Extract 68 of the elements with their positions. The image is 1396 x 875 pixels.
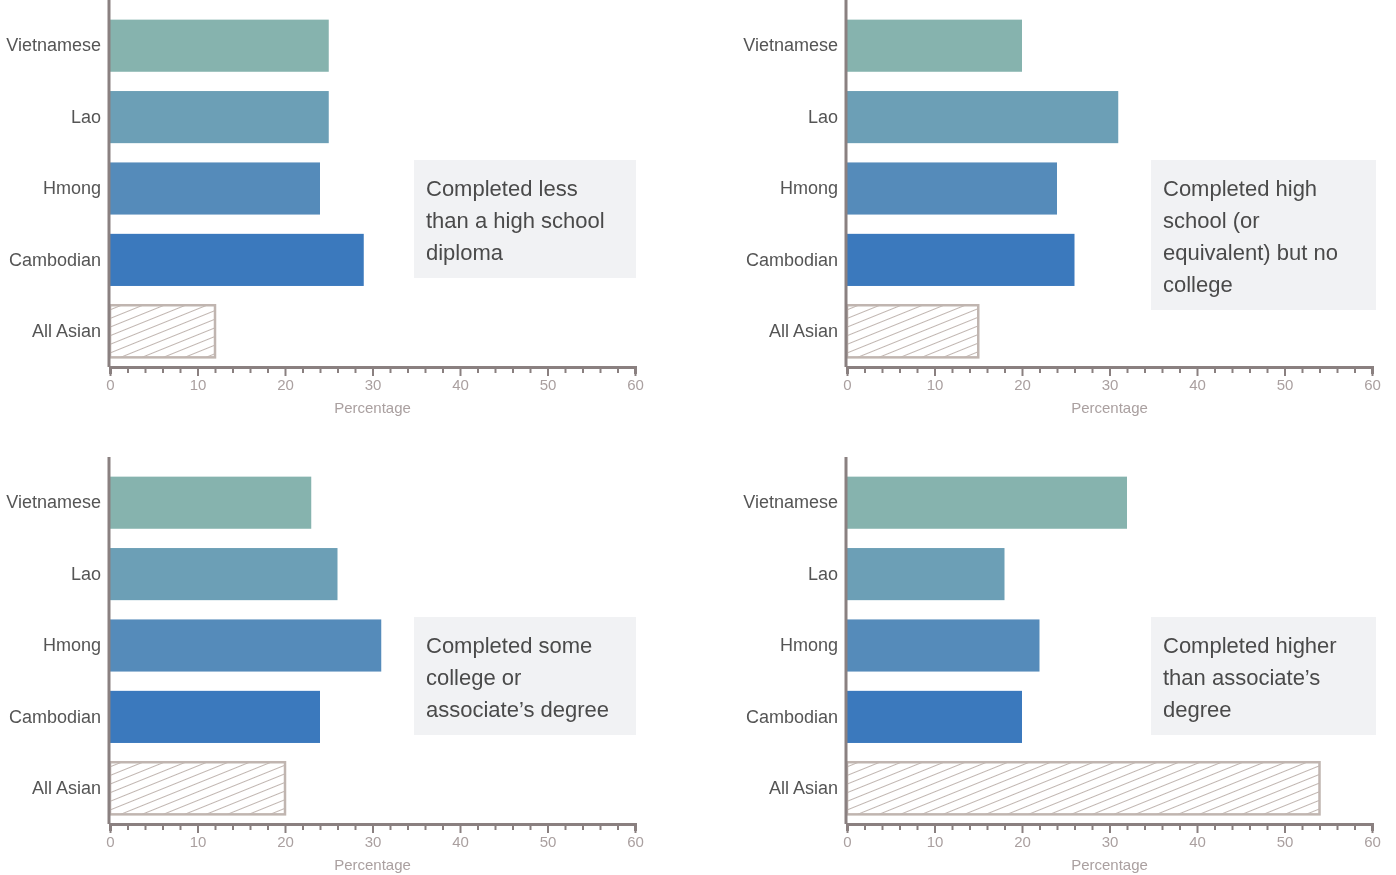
x-tick-label: 60: [1364, 832, 1381, 850]
x-tick-label: 0: [843, 832, 852, 850]
x-tick-label: 50: [1276, 375, 1294, 393]
caption-box: Completed less than a high school diploma: [414, 160, 636, 278]
x-tick-label: 20: [1014, 832, 1031, 850]
bar: [847, 619, 1040, 672]
bar: [847, 162, 1057, 215]
bar: [110, 548, 338, 601]
y-tick-label: Cambodian: [8, 706, 101, 727]
x-tick-label: 50: [539, 375, 557, 393]
y-tick-label: All Asian: [768, 778, 838, 799]
x-tick-label: 50: [1276, 832, 1294, 850]
y-tick-label: Hmong: [42, 635, 101, 656]
x-axis-title: Percentage: [334, 856, 411, 873]
y-tick-label: Hmong: [779, 635, 838, 656]
y-tick-label: Vietnamese: [6, 35, 101, 56]
x-tick-label: 30: [1101, 375, 1119, 393]
x-tick-label: 30: [364, 832, 382, 850]
x-tick-label: 60: [627, 375, 644, 393]
x-axis-title: Percentage: [334, 399, 411, 416]
x-tick-label: 50: [539, 832, 557, 850]
y-tick-label: Lao: [70, 106, 101, 127]
x-tick-label: 10: [926, 375, 944, 393]
caption-box: Completed high school (or equivalent) but no college: [1151, 160, 1376, 310]
x-tick-label: 0: [843, 375, 852, 393]
x-tick-label: 10: [189, 832, 207, 850]
x-tick-label: 40: [452, 375, 469, 393]
x-axis-title: Percentage: [1071, 399, 1148, 416]
y-tick-label: Hmong: [779, 178, 838, 199]
bar: [110, 476, 312, 529]
y-tick-label: Lao: [807, 106, 838, 127]
x-tick-label: 30: [364, 375, 382, 393]
x-tick-label: 60: [1364, 375, 1381, 393]
caption-box: Completed some college or associate’s degree: [414, 617, 636, 735]
x-axis-title: Percentage: [1071, 856, 1148, 873]
bar: [847, 476, 1127, 529]
bar: [110, 619, 382, 672]
y-tick-label: Vietnamese: [6, 492, 101, 513]
y-tick-label: Vietnamese: [743, 492, 838, 513]
y-tick-label: Vietnamese: [743, 35, 838, 56]
x-tick-label: 10: [926, 832, 944, 850]
x-tick-label: 40: [1189, 375, 1206, 393]
bar: [847, 548, 1005, 601]
bar: [847, 233, 1075, 286]
x-tick-label: 30: [1101, 832, 1119, 850]
y-tick-label: Cambodian: [8, 249, 101, 270]
x-tick-label: 20: [1014, 375, 1031, 393]
x-tick-label: 20: [277, 375, 294, 393]
x-tick-label: 0: [106, 375, 115, 393]
x-tick-label: 40: [1189, 832, 1206, 850]
y-tick-label: Cambodian: [745, 706, 838, 727]
y-tick-label: Lao: [807, 563, 838, 584]
x-tick-label: 20: [277, 832, 294, 850]
x-tick-label: 40: [452, 832, 469, 850]
x-tick-label: 10: [189, 375, 207, 393]
y-tick-label: All Asian: [31, 321, 101, 342]
y-tick-label: Cambodian: [745, 249, 838, 270]
bar: [847, 91, 1119, 144]
y-tick-label: All Asian: [31, 778, 101, 799]
y-tick-label: All Asian: [768, 321, 838, 342]
bar: [847, 690, 1022, 743]
bar: [110, 690, 320, 743]
y-tick-label: Lao: [70, 563, 101, 584]
caption-box: Completed higher than associate’s degree: [1151, 617, 1376, 735]
x-tick-label: 0: [106, 832, 115, 850]
x-tick-label: 60: [627, 832, 644, 850]
y-tick-label: Hmong: [42, 178, 101, 199]
bar: [847, 19, 1022, 72]
